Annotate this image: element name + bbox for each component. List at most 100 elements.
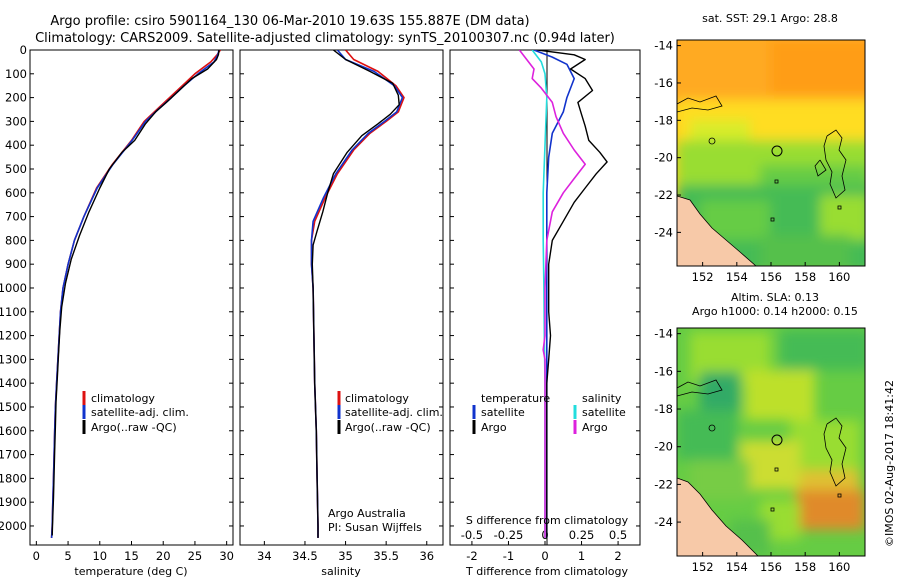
salinity-legend: climatology satellite-adj. clim. Argo(..…: [337, 391, 443, 434]
y-tick-label: 100: [5, 67, 27, 81]
legend2-satellite-label: satellite-adj. clim.: [345, 406, 443, 419]
lat-tick-label: -22: [654, 477, 673, 491]
x-tick-label: 2: [614, 549, 621, 563]
figure-title-line2: Climatology: CARS2009. Satellite-adjuste…: [35, 31, 615, 46]
y-tick-label: 800: [5, 233, 27, 247]
temperature-xlabel: temperature (deg C): [74, 565, 187, 578]
legend3-s-argo-label: Argo: [582, 421, 608, 434]
legend3-salinity-heading: salinity: [582, 392, 622, 405]
lat-tick-label: -20: [654, 151, 673, 165]
y-tick-label: 400: [5, 138, 27, 152]
sla-map: Altim. SLA: 0.13 Argo h1000: 0.14 h2000:…: [654, 291, 866, 574]
lat-tick-label: -16: [654, 76, 673, 90]
y-tick-label: 600: [5, 186, 27, 200]
lon-tick-label: 160: [828, 270, 850, 284]
legend3-temperature-heading: temperature: [481, 392, 550, 405]
y-tick-label: 300: [5, 114, 27, 128]
salinity-tick-labels: 34 34.5 35 35.5 36: [257, 541, 434, 563]
lat-tick-label: -18: [654, 402, 673, 416]
legend3-s-satellite-label: satellite: [582, 406, 626, 419]
y-tick-label: 1300: [0, 352, 27, 366]
y-tick-label: 2000: [0, 519, 27, 533]
x-tick-label: 34.5: [292, 549, 318, 563]
s-difference-xlabel: S difference from climatology: [466, 514, 629, 527]
sla-heatmap: [677, 328, 865, 556]
y-tick-label: 200: [5, 91, 27, 105]
lon-tick-label: 158: [794, 560, 816, 574]
temperature-series: [50, 50, 221, 538]
temperature-legend: climatology satellite-adj. clim. Argo(..…: [82, 391, 189, 434]
x-tick-label: 25: [188, 549, 203, 563]
S-tick-label: 0.25: [569, 528, 595, 542]
difference-legend: temperature salinity satellite Argo sate…: [472, 392, 626, 434]
lat-tick-label: -14: [654, 39, 673, 53]
sst-map: sat. SST: 29.1 Argo: 28.8: [654, 12, 866, 284]
salinity-xlabel: salinity: [321, 565, 361, 578]
x-tick-label: 20: [156, 549, 171, 563]
x-tick-label: 30: [219, 549, 234, 563]
imos-stamp: ©IMOS 02-Aug-2017 18:41:42: [883, 380, 896, 547]
S-tick-label: -0.5: [461, 528, 483, 542]
lat-tick-label: -16: [654, 364, 673, 378]
y-tick-label: 700: [5, 210, 27, 224]
lat-tick-label: -22: [654, 188, 673, 202]
t-difference-xlabel: T difference from climatology: [465, 565, 628, 578]
lon-tick-label: 156: [760, 560, 782, 574]
lat-tick-label: -24: [654, 225, 673, 239]
x-tick-label: 36: [419, 549, 434, 563]
sla-map-title-line1: Altim. SLA: 0.13: [731, 291, 819, 304]
lon-tick-label: 156: [760, 270, 782, 284]
x-tick-label: 10: [92, 549, 107, 563]
x-tick-label: 1: [578, 549, 585, 563]
x-tick-label: 35.5: [373, 549, 399, 563]
sla-map-lat-labels: -14 -16 -18 -20 -22 -24: [654, 327, 681, 529]
lon-tick-label: 160: [828, 560, 850, 574]
sla-map-lon-labels: 152 154 156 158 160: [692, 552, 850, 574]
lat-tick-label: -18: [654, 113, 673, 127]
y-tick-label: 1400: [0, 376, 27, 390]
credit-pi: PI: Susan Wijffels: [328, 521, 422, 534]
y-tick-label: 0: [20, 43, 27, 57]
sst-heatmap: [677, 40, 865, 266]
salinity-axes-frame: [239, 49, 444, 546]
salinity-panel: 34 34.5 35 35.5 36 salinity climatology sate…: [239, 49, 444, 578]
x-tick-label: 0: [541, 549, 548, 563]
lon-tick-label: 154: [726, 270, 748, 284]
series-line: [537, 50, 608, 538]
sst-map-lon-labels: 152 154 156 158 160: [692, 262, 850, 284]
legend2-climatology-label: climatology: [345, 392, 409, 405]
series-line: [311, 50, 400, 538]
lon-tick-label: 152: [692, 560, 714, 574]
legend3-t-argo-label: Argo: [481, 421, 507, 434]
sla-map-title-line2: Argo h1000: 0.14 h2000: 0.15: [692, 305, 858, 318]
lat-tick-label: -14: [654, 327, 673, 341]
legend-argo-label: Argo(..raw -QC): [91, 421, 177, 434]
legend3-t-satellite-label: satellite: [481, 406, 525, 419]
temperature-panel: 0100200300400500600700800900100011001200…: [0, 43, 234, 578]
difference-panel: -2 -1 0 1 2 -0.5 -0.25 0 0.25 0.5 S difference f…: [449, 49, 641, 578]
sst-map-lat-labels: -14 -16 -18 -20 -22 -24: [654, 39, 681, 239]
x-tick-label: 0: [33, 549, 40, 563]
y-tick-label: 1500: [0, 400, 27, 414]
lat-tick-label: -24: [654, 515, 673, 529]
credit-institution: Argo Australia: [328, 507, 406, 520]
lon-tick-label: 158: [794, 270, 816, 284]
legend2-argo-label: Argo(..raw -QC): [345, 421, 431, 434]
y-tick-label: 1700: [0, 448, 27, 462]
x-tick-label: -2: [466, 549, 477, 563]
series-line: [518, 50, 587, 538]
y-tick-label: 1200: [0, 329, 27, 343]
y-tick-label: 1800: [0, 471, 27, 485]
S-tick-label: 0.5: [609, 528, 627, 542]
y-tick-label: 900: [5, 257, 27, 271]
legend-satellite-label: satellite-adj. clim.: [91, 406, 189, 419]
x-tick-label: 5: [64, 549, 71, 563]
depth-tick-labels: 0 100 200 300 400 500 600 700 800 900 1000 1100 1200…: [0, 43, 27, 533]
temperature-tick-labels: 0 5 10 15 20 25 30: [33, 541, 234, 563]
S-tick-label: -0.25: [494, 528, 524, 542]
salinity-series: [310, 50, 405, 538]
y-tick-label: 1100: [0, 305, 27, 319]
x-tick-label: 35: [338, 549, 353, 563]
t-difference-tick-labels: -2 -1 0 1 2: [466, 541, 622, 563]
